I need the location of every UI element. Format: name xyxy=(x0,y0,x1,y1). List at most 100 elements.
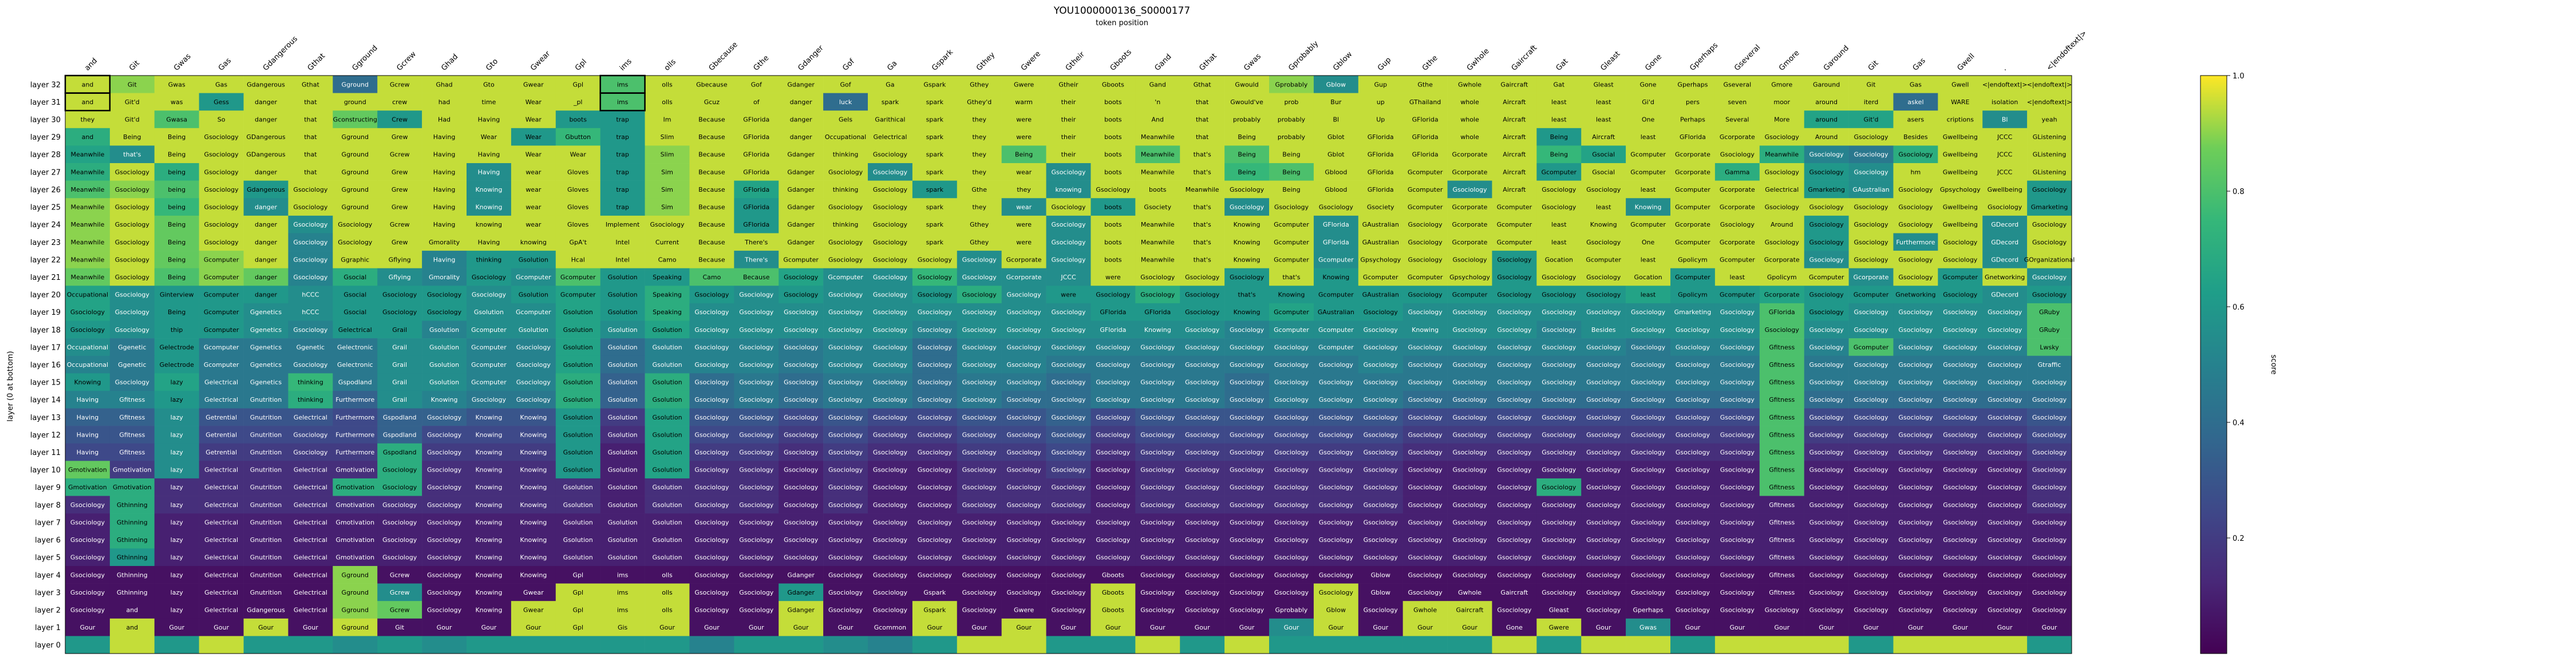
cell-label: Gour xyxy=(481,624,497,631)
cell-label: Because xyxy=(698,133,725,141)
cell-label: Gspodland xyxy=(383,449,417,456)
cell-label: Gsociology xyxy=(1542,466,1577,474)
heatmap-cell xyxy=(823,636,868,654)
cell-label: GRuby xyxy=(2039,326,2060,334)
cell-label: Gsociology xyxy=(1631,554,1666,561)
cell-label: Gsolution xyxy=(608,414,638,421)
heatmap-cell xyxy=(422,636,467,654)
x-tick-label: Gwell xyxy=(1956,52,1977,73)
cell-label: Gsociology xyxy=(1586,379,1621,386)
cell-label: Gsociology xyxy=(873,484,908,491)
heatmap-cell xyxy=(868,93,913,111)
cell-label: Gsolution xyxy=(519,326,548,334)
heatmap-cell xyxy=(511,145,556,164)
cell-label: Gpl xyxy=(572,606,583,613)
cell-label: Furthermore xyxy=(335,449,374,456)
cell-label: Being xyxy=(1282,151,1300,159)
x-tick-label: Gdangerous xyxy=(262,34,299,72)
heatmap-cell xyxy=(600,110,645,129)
cell-label: Gsociology xyxy=(962,518,997,526)
cell-label: Gsociology xyxy=(694,379,729,386)
cell-label: olls xyxy=(662,81,673,88)
cell-label: yeah xyxy=(2042,116,2057,124)
cell-label: Gsociology xyxy=(1809,501,1844,509)
heatmap-cell xyxy=(288,145,333,164)
cell-label: Gsociology xyxy=(1007,466,1042,474)
cell-label: Gsocial xyxy=(343,308,366,316)
cell-label: being xyxy=(168,204,185,211)
cell-label: Gsociology xyxy=(1854,518,1888,526)
heatmap-cell xyxy=(868,233,913,251)
heatmap-cell xyxy=(689,251,734,268)
heatmap-cell xyxy=(2027,93,2072,111)
heatmap-cell xyxy=(1180,215,1225,233)
cell-label: Gone xyxy=(1506,624,1523,631)
cell-label: Gsolution xyxy=(652,414,682,421)
cell-label: Grail xyxy=(392,396,407,403)
cell-label: Ggenetic xyxy=(118,361,146,369)
cell-label: Gsociology xyxy=(1096,291,1131,299)
cell-label: Getrential xyxy=(206,449,237,456)
cell-label: Being xyxy=(168,151,185,159)
heatmap-cell xyxy=(154,128,199,146)
heatmap-cell xyxy=(779,251,824,268)
cell-label: Gsolution xyxy=(608,466,638,474)
cell-label: Gsociology xyxy=(873,396,908,403)
cell-label: GFlorida xyxy=(743,133,769,141)
cell-label: One xyxy=(1642,239,1655,246)
cell-label: Gsociology xyxy=(962,291,997,299)
heatmap-cell xyxy=(1714,76,1760,93)
heatmap-cell xyxy=(1670,198,1716,216)
cell-label: Gsociology xyxy=(1051,326,1086,334)
cell-label: Gground xyxy=(342,133,369,141)
cell-label: Gcomputer xyxy=(204,343,239,351)
cell-label: Ga xyxy=(886,81,894,88)
cell-label: Garound xyxy=(1813,81,1840,88)
cell-label: Gboots xyxy=(1102,571,1124,579)
cell-label: Grail xyxy=(392,361,407,369)
cell-label: Because xyxy=(698,221,725,228)
cell-label: Gsolution xyxy=(608,291,638,299)
cell-label: Gsolution xyxy=(608,484,638,491)
cell-label: Gsociology xyxy=(1408,518,1443,526)
cell-label: Meanwhile xyxy=(71,256,105,263)
heatmap-cell xyxy=(1269,251,1314,268)
colorbar-tick-label: 1.0 xyxy=(2233,72,2245,81)
cell-label: probably xyxy=(1278,116,1306,124)
cell-label: Gsociology xyxy=(1007,431,1042,438)
cell-label: There's xyxy=(744,256,768,263)
cell-label: that xyxy=(304,151,317,159)
cell-label: Gsociology xyxy=(962,396,997,403)
cell-label: 'n xyxy=(1155,98,1160,106)
cell-label: Gour xyxy=(1462,624,1477,631)
heatmap-cell xyxy=(154,233,199,251)
cell-label: Gsociology xyxy=(1096,501,1131,509)
heatmap-cell xyxy=(154,215,199,233)
y-tick-label: layer 15 xyxy=(30,379,61,387)
heatmap-cell xyxy=(154,145,199,164)
cell-label: Gsociology xyxy=(694,606,729,613)
cell-label: Grew xyxy=(392,133,408,141)
cell-label: Gspark xyxy=(923,81,946,88)
cell-label: Gsociology xyxy=(739,343,774,351)
cell-label: Gsociology xyxy=(1854,326,1888,334)
cell-label: Gsociology xyxy=(828,554,863,561)
cell-label: Gsolution xyxy=(563,396,593,403)
cell-label: Gcomputer xyxy=(516,274,551,281)
cell-label: Gsociology xyxy=(1943,343,1978,351)
cell-label: Gsociology xyxy=(784,449,819,456)
cell-label: Camo xyxy=(702,274,721,281)
cell-label: Because xyxy=(698,239,725,246)
cell-label: Gsociology xyxy=(293,431,328,438)
heatmap-cell xyxy=(1938,198,1983,216)
cell-label: Gcomputer xyxy=(1675,204,1710,211)
heatmap-cell xyxy=(109,163,155,181)
heatmap-cell xyxy=(1402,93,1448,111)
cell-label: that xyxy=(304,168,317,176)
cell-label: Gsociology xyxy=(873,414,908,421)
cell-label: Gsociology xyxy=(1631,431,1666,438)
cell-label: Speaking xyxy=(653,291,682,299)
cell-label: Because xyxy=(698,116,725,124)
cell-label: Gfitness xyxy=(1769,414,1795,421)
heatmap-cell xyxy=(555,145,600,164)
